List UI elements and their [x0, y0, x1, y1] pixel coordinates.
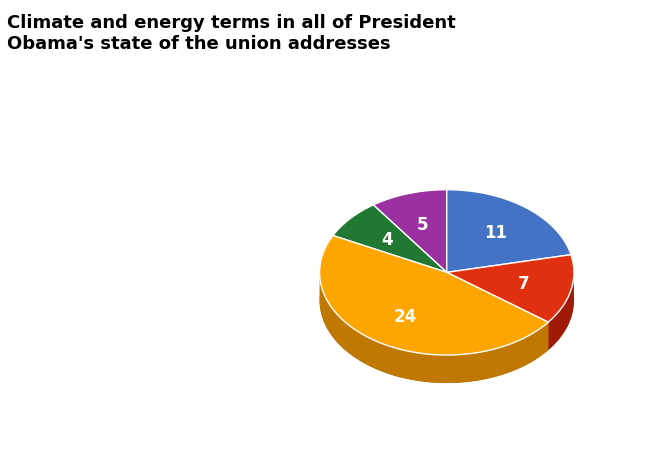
Polygon shape — [319, 236, 548, 355]
Text: 4: 4 — [381, 230, 393, 248]
Text: 11: 11 — [485, 224, 508, 242]
Text: 7: 7 — [518, 275, 530, 293]
Polygon shape — [333, 206, 447, 273]
Polygon shape — [548, 273, 574, 350]
Polygon shape — [447, 255, 574, 323]
Text: 24: 24 — [394, 307, 417, 325]
Text: 5: 5 — [417, 215, 428, 233]
Polygon shape — [319, 273, 548, 383]
Text: Climate and energy terms in all of President
Obama's state of the union addresse: Climate and energy terms in all of Presi… — [7, 14, 455, 52]
Polygon shape — [447, 273, 548, 350]
Polygon shape — [319, 218, 574, 383]
Polygon shape — [373, 190, 447, 273]
Polygon shape — [447, 273, 548, 350]
Polygon shape — [447, 190, 571, 273]
